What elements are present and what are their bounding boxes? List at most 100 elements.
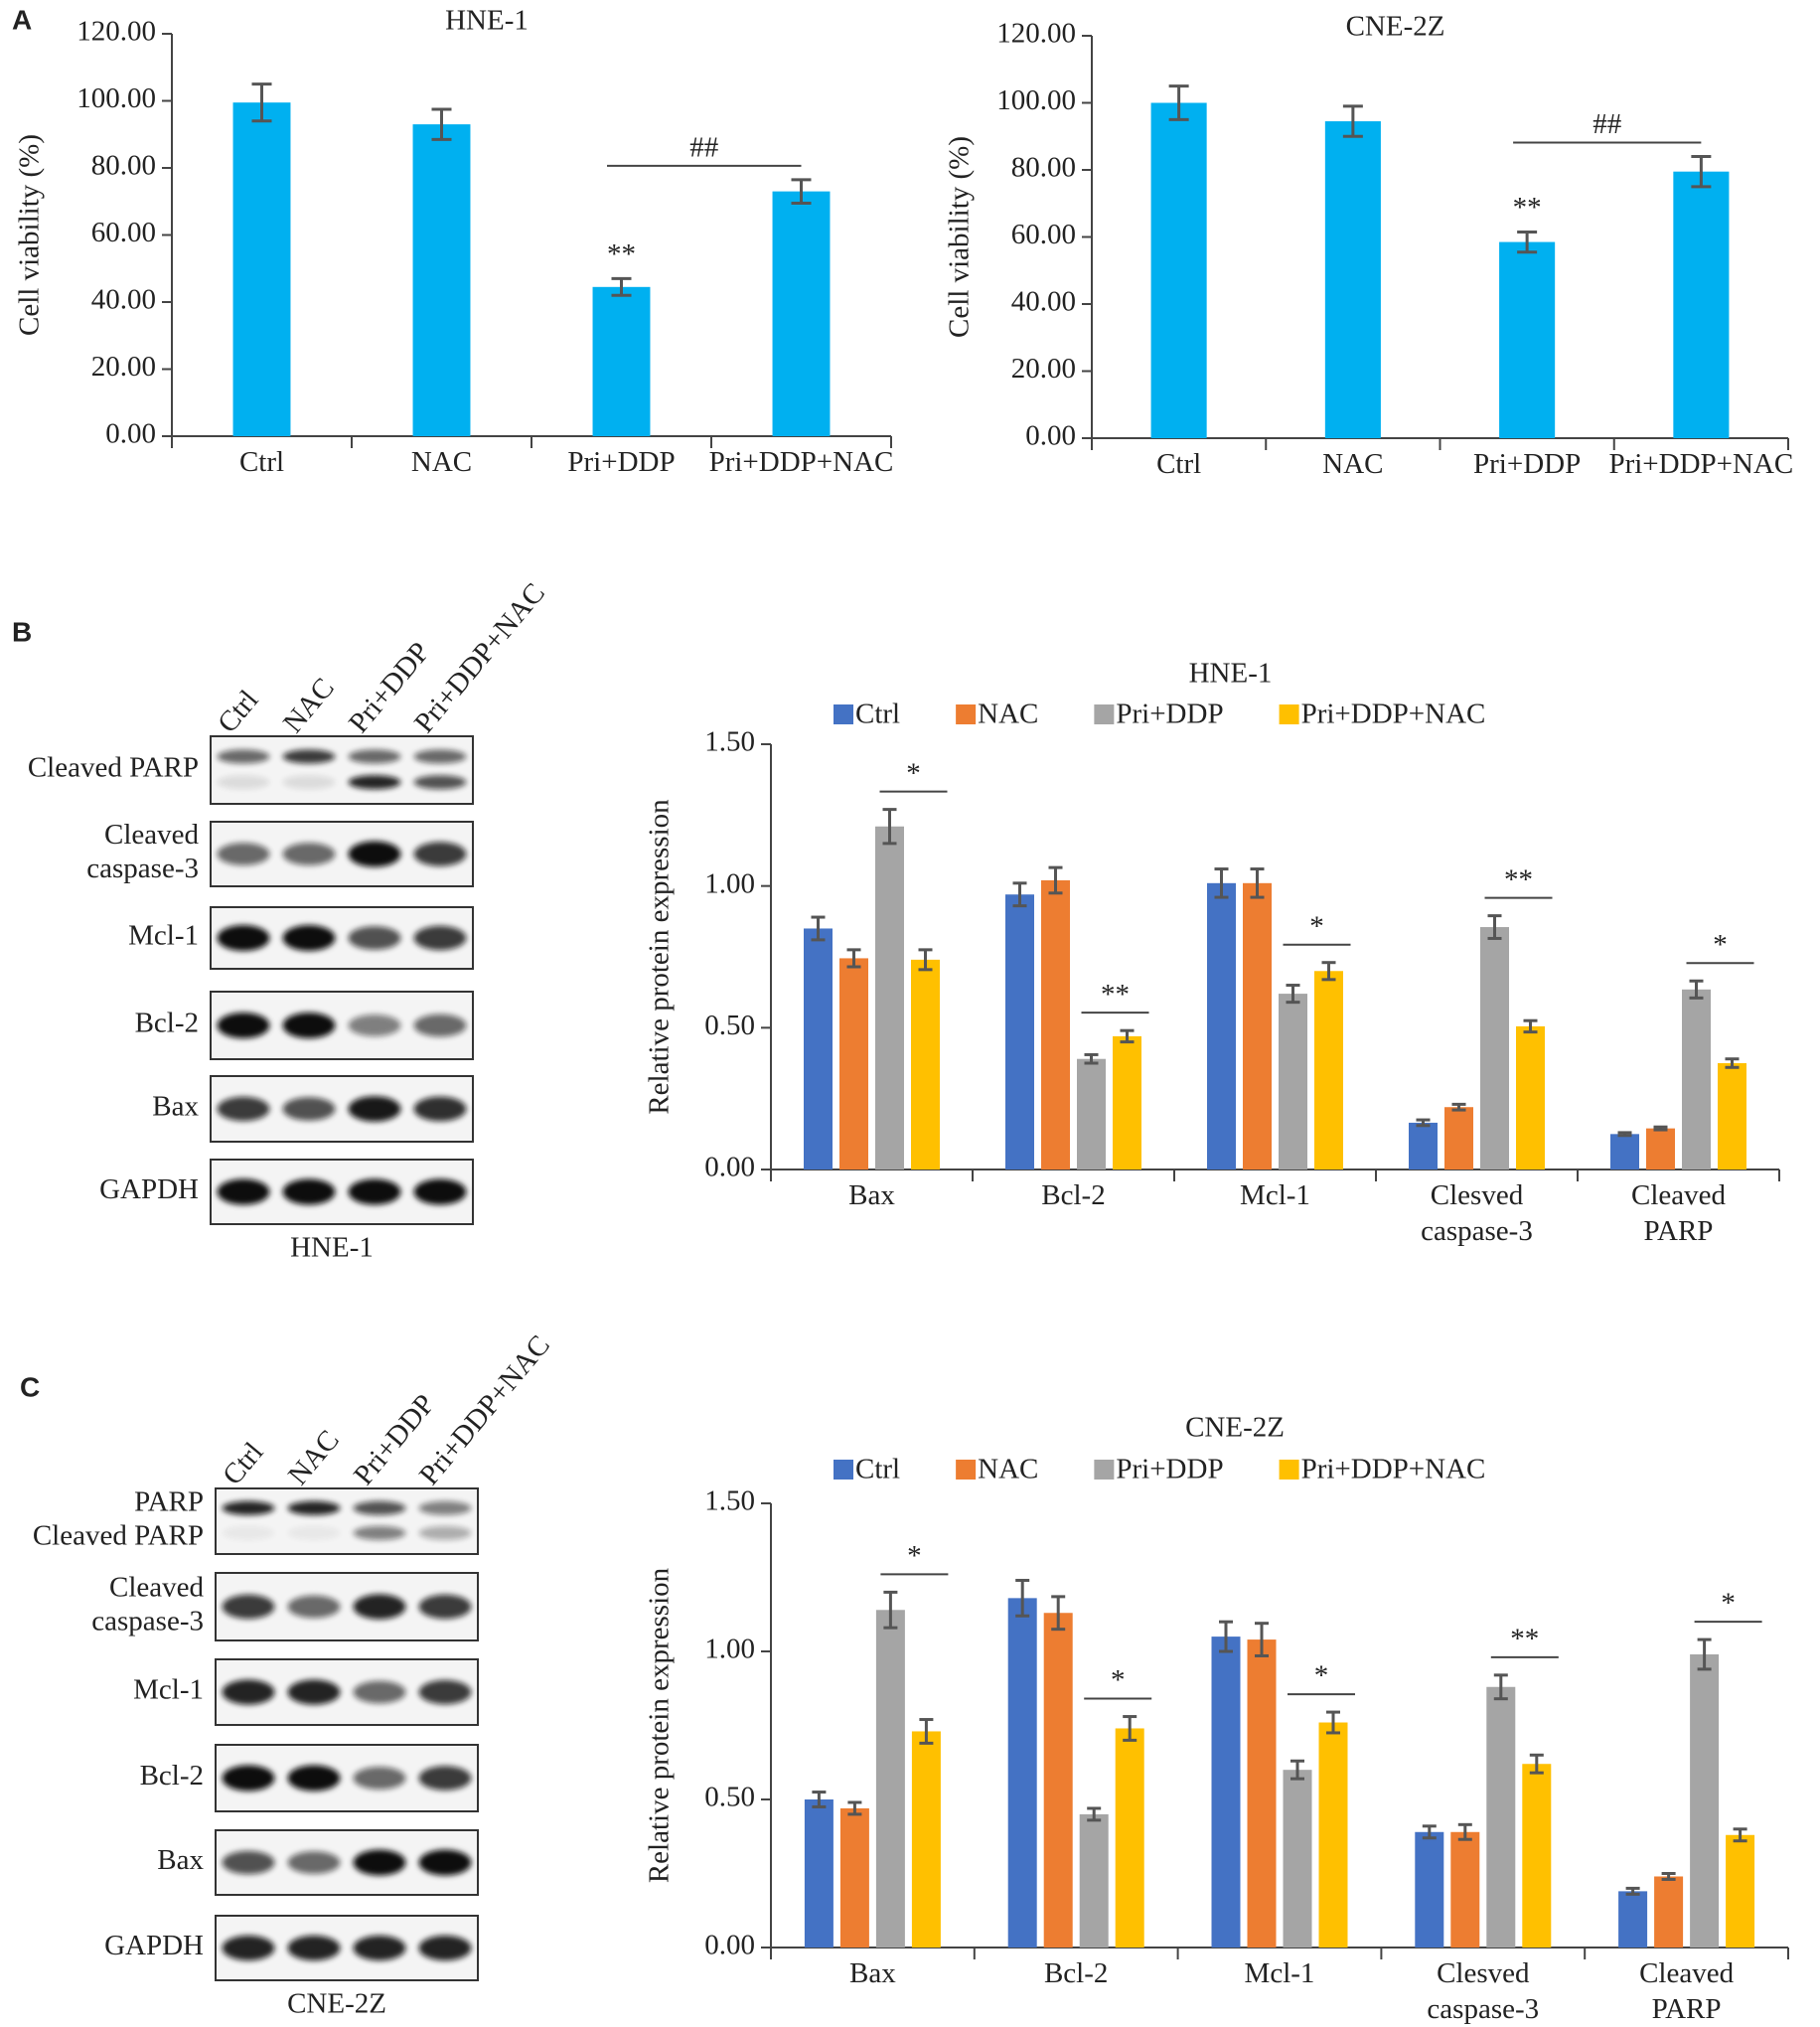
bar: [1618, 1891, 1648, 1948]
bar: [412, 124, 471, 436]
bar: [1409, 1122, 1438, 1169]
bar: [1077, 1058, 1106, 1169]
blot-band: [348, 926, 401, 950]
blot-band: [413, 1096, 467, 1122]
blot-band: [418, 1849, 472, 1876]
error-bar: [1416, 1118, 1431, 1128]
bar: [911, 959, 940, 1169]
error-bar: [1326, 1710, 1340, 1735]
legend-label: NAC: [978, 1454, 1038, 1485]
y-tick-label: 0.00: [105, 418, 156, 450]
blot-row-label: Cleaved PARP: [28, 752, 199, 784]
blot-row-label: Bcl-2: [135, 1008, 199, 1039]
error-bar: [1012, 881, 1027, 908]
legend-swatch: [1094, 1460, 1115, 1480]
error-bar: [1084, 1052, 1099, 1065]
significance-label: **: [1101, 979, 1130, 1011]
blot-band: [222, 1500, 275, 1515]
x-tick-label: Pri+DDP+NAC: [1608, 448, 1794, 480]
blot-band: [217, 925, 270, 951]
legend-label: Pri+DDP: [1116, 1454, 1223, 1485]
significance-label: *: [907, 1540, 922, 1572]
x-tick-label-box: Pri+DDP: [1473, 448, 1582, 480]
x-tick-label-box: Ctrl: [239, 446, 284, 478]
significance-label: *: [1111, 1664, 1126, 1696]
bar: [1682, 989, 1711, 1169]
bar: [1113, 1035, 1141, 1169]
blot-band: [287, 1765, 341, 1792]
y-tick-label: 40.00: [91, 284, 156, 316]
error-bar: [1342, 104, 1363, 138]
x-tick-label-box: Pri+DDP+NAC: [709, 446, 894, 478]
bar: [1654, 1876, 1684, 1948]
blot-band: [353, 1935, 406, 1961]
x-tick-label: Ctrl: [1156, 448, 1202, 480]
bar: [804, 928, 833, 1169]
x-tick-label-box: Cleaved PARP: [1630, 1179, 1726, 1247]
blot-band: [413, 842, 467, 866]
error-bar: [1250, 867, 1265, 899]
x-tick-label-box: Bcl-2: [1044, 1957, 1108, 1989]
error-bar: [918, 948, 933, 972]
x-tick-label-box: Mcl-1: [1245, 1957, 1315, 1989]
legend-swatch: [1094, 704, 1115, 724]
lane-label: Ctrl: [217, 1437, 270, 1491]
blot-band: [418, 1525, 472, 1540]
error-bar: [1517, 230, 1538, 254]
bar: [1043, 1613, 1073, 1948]
x-tick-label: NAC: [1322, 448, 1384, 480]
error-bar: [846, 948, 861, 969]
bar: [1444, 1107, 1473, 1169]
blot-band: [222, 1935, 275, 1961]
significance-label: **: [1504, 863, 1533, 895]
bar: [911, 1731, 941, 1948]
error-bar: [811, 915, 826, 942]
panel-label: B: [12, 616, 32, 647]
x-tick-label: Pri+DDP: [567, 446, 676, 478]
bar: [1450, 1831, 1480, 1948]
blot-row-label: Mcl-1: [128, 920, 199, 952]
bar: [1726, 1834, 1755, 1948]
blot-band: [353, 1500, 406, 1515]
legend-swatch: [1279, 1460, 1299, 1480]
x-tick-label: Bax: [848, 1179, 895, 1211]
error-bar: [1120, 1028, 1135, 1044]
bar: [1243, 882, 1272, 1169]
blot-row-label: Cleaved: [104, 819, 200, 851]
lane-label: Ctrl: [212, 685, 265, 739]
significance-label: *: [1314, 1660, 1329, 1692]
bar: [1207, 882, 1236, 1169]
blot-band: [418, 1766, 472, 1791]
bar: [1079, 1813, 1109, 1948]
blot-band: [353, 1767, 406, 1790]
significance-label: *: [1713, 929, 1728, 961]
blot-band: [348, 841, 401, 867]
error-bar: [1529, 1753, 1544, 1775]
error-bar: [1653, 1125, 1668, 1132]
x-tick-label: Clesved caspase-3: [1427, 1957, 1540, 2025]
x-tick-label: NAC: [410, 446, 473, 478]
significance-label: ##: [1592, 108, 1621, 140]
x-tick-label: Pri+DDP: [1473, 448, 1582, 480]
blot-row-label: Bax: [152, 1091, 199, 1123]
y-axis-label: Relative protein expression: [644, 1567, 676, 1883]
error-bar: [1487, 914, 1502, 940]
legend-swatch: [1279, 704, 1299, 724]
error-bar: [1733, 1827, 1747, 1843]
error-bar: [1691, 155, 1712, 189]
blot-band: [413, 1178, 467, 1205]
blot-band: [217, 1096, 270, 1122]
error-bar: [1457, 1822, 1472, 1841]
legend-swatch: [834, 1460, 853, 1480]
legend-swatch: [834, 704, 853, 724]
error-bar: [431, 107, 452, 141]
blot-band: [287, 1679, 341, 1705]
x-tick-label-box: Mcl-1: [1240, 1179, 1310, 1211]
legend-label: NAC: [978, 699, 1038, 730]
y-tick-label: 0.00: [704, 1152, 755, 1183]
blot-band: [217, 1178, 270, 1205]
x-tick-label: Cleaved PARP: [1630, 1179, 1726, 1247]
x-tick-label-box: NAC: [410, 446, 473, 478]
bar: [1522, 1764, 1552, 1948]
lane-label: NAC: [277, 672, 341, 738]
